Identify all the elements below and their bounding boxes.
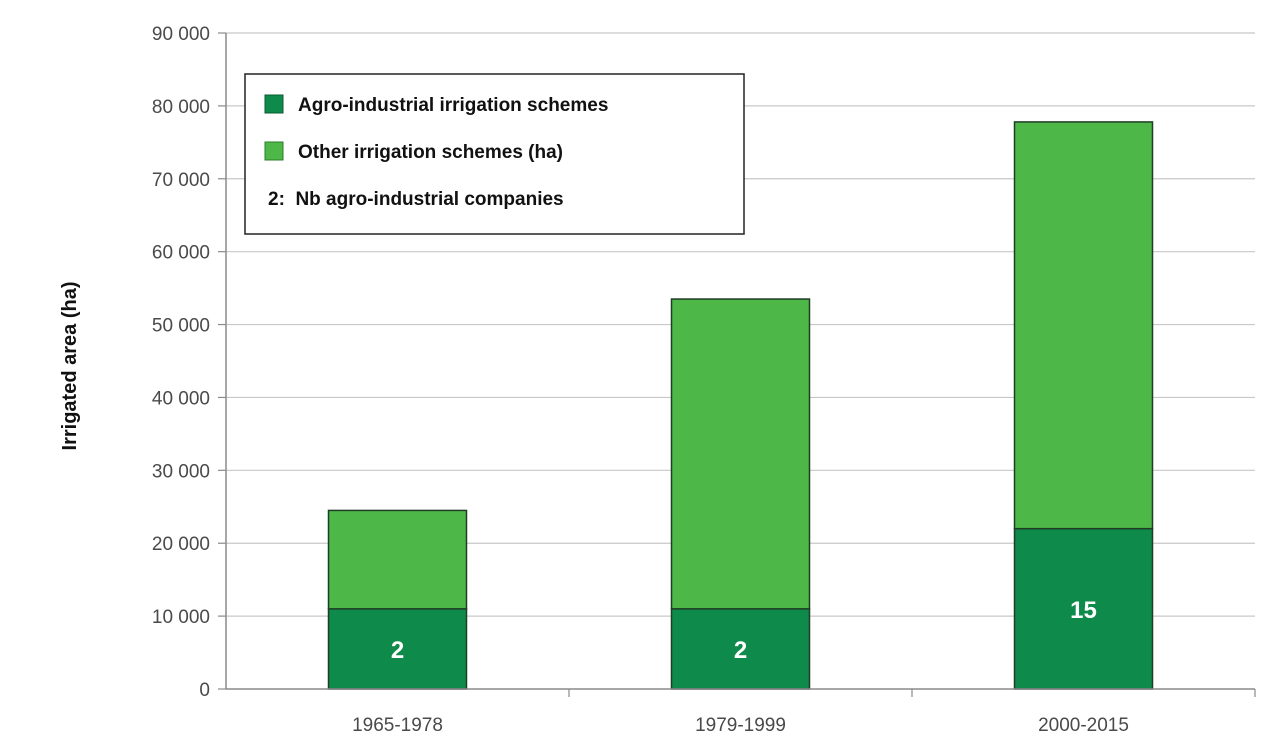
y-tick-label: 70 000: [152, 170, 210, 191]
y-tick-label: 40 000: [152, 388, 210, 409]
legend-label-agro-industrial: Agro-industrial irrigation schemes: [298, 95, 608, 116]
y-tick-label: 50 000: [152, 316, 210, 337]
y-tick-label: 10 000: [152, 607, 210, 628]
bar-label-company-count: 15: [1070, 597, 1097, 624]
bar-segment-other: [327, 509, 468, 610]
legend-note: 2: Nb agro-industrial companies: [268, 189, 564, 210]
y-tick-label: 30 000: [152, 461, 210, 482]
bar-label-company-count: 2: [734, 637, 747, 664]
y-tick-label: 0: [199, 680, 210, 701]
x-tick-label: 1979-1999: [695, 715, 786, 736]
y-tick-label: 80 000: [152, 97, 210, 118]
legend: Agro-industrial irrigation schemes Other…: [244, 73, 745, 235]
legend-swatch-agro-industrial: [264, 94, 284, 114]
x-tick-label: 1965-1978: [352, 715, 443, 736]
tick-labels: 0 10 000 20 000 30 000 40 000 50 000 60 000 70 …: [152, 24, 1129, 736]
y-tick-label: 20 000: [152, 534, 210, 555]
legend-swatch-other: [264, 141, 284, 161]
y-axis-title: Irrigated area (ha): [59, 282, 81, 451]
bar-segment-other: [1013, 121, 1154, 530]
legend-label-other: Other irrigation schemes (ha): [298, 142, 563, 163]
bar-labels: 2 2 15: [391, 597, 1097, 664]
bar-label-company-count: 2: [391, 637, 404, 664]
legend-box: [244, 73, 745, 235]
bars: [327, 121, 1154, 690]
axes: [218, 32, 1256, 697]
y-tick-label: 60 000: [152, 243, 210, 264]
x-tick-label: 2000-2015: [1038, 715, 1129, 736]
bar-segment-agro-industrial: [327, 608, 468, 690]
bar-segment-other: [670, 298, 811, 610]
y-tick-label: 90 000: [152, 24, 210, 45]
